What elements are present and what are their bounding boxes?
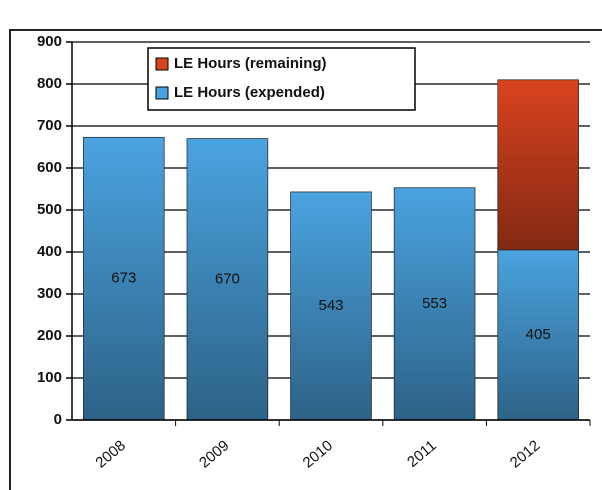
y-tick-label: 900 xyxy=(37,33,62,50)
y-tick-label: 200 xyxy=(37,327,62,344)
legend-label: LE Hours (remaining) xyxy=(174,55,327,72)
y-tick-label: 300 xyxy=(37,285,62,302)
data-label: 405 xyxy=(526,326,551,343)
bar-shade xyxy=(497,79,579,250)
legend-swatch xyxy=(155,57,169,71)
y-tick-label: 500 xyxy=(37,201,62,218)
data-label: 673 xyxy=(111,270,136,287)
y-tick-label: 600 xyxy=(37,159,62,176)
data-label: 553 xyxy=(422,295,447,312)
legend-box xyxy=(147,47,416,111)
y-tick-label: 100 xyxy=(37,369,62,386)
bar-shade xyxy=(186,138,268,420)
bar-shade xyxy=(83,137,165,420)
legend-label: LE Hours (expended) xyxy=(174,84,325,101)
bar-shade xyxy=(497,249,579,420)
bar-shade xyxy=(290,191,372,420)
data-label: 670 xyxy=(215,270,240,287)
bar-shade xyxy=(394,187,476,420)
y-tick-label: 700 xyxy=(37,117,62,134)
legend-swatch xyxy=(155,86,169,100)
y-tick-label: 800 xyxy=(37,75,62,92)
data-label: 543 xyxy=(318,297,343,314)
y-tick-label: 0 xyxy=(54,411,62,428)
y-tick-label: 400 xyxy=(37,243,62,260)
